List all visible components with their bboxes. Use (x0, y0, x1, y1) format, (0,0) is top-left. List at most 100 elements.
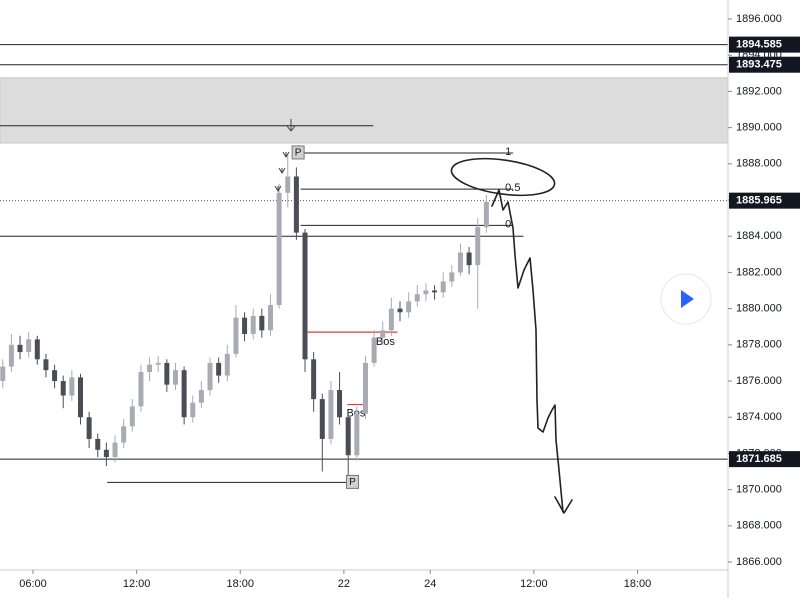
markers (274, 119, 296, 192)
candle-body (311, 359, 317, 400)
y-tick-label: 1896.000 (736, 13, 782, 25)
candle-body (86, 417, 92, 439)
fib-label: 0.5 (505, 182, 520, 194)
plot-area: 1 0.5 0 Bos Bos P P (0, 44, 729, 489)
candle-body (103, 449, 109, 458)
bos-label: Bos (346, 407, 365, 419)
price-badge (729, 451, 800, 468)
candle-body (414, 294, 420, 302)
candle-body (207, 362, 213, 391)
circle-annotation (450, 157, 556, 197)
supply-zone (0, 77, 729, 144)
price-badge-label: 1893.475 (736, 59, 782, 71)
x-tick-label: 24 (424, 578, 436, 590)
bos-label: Bos (376, 336, 395, 348)
candle-body (155, 362, 161, 365)
candle-body (337, 390, 343, 418)
candle-body (397, 308, 403, 313)
down-arrow (282, 151, 290, 158)
candle-body (69, 377, 75, 396)
candle-body (224, 353, 230, 376)
x-tick-label: 12:00 (520, 578, 548, 590)
candle-body (138, 371, 144, 407)
time-axis-bg (0, 570, 728, 598)
down-arrow (286, 119, 296, 132)
candle-body (8, 344, 14, 367)
candle-body (276, 192, 282, 306)
candle-body (250, 315, 256, 334)
down-arrow (278, 167, 286, 174)
price-badge (729, 36, 800, 53)
candle-body (147, 364, 153, 372)
play-icon[interactable] (681, 290, 694, 308)
candle-body (242, 317, 248, 334)
candle-body (216, 362, 222, 376)
x-tick-label: 22 (338, 578, 350, 590)
play-button[interactable] (660, 273, 712, 325)
price-axis-bg (728, 0, 800, 598)
price-badge (729, 192, 800, 209)
candle-body (371, 337, 377, 363)
candle-body (354, 413, 360, 456)
candle-body (0, 366, 6, 382)
y-tick-label: 1874.000 (736, 411, 782, 423)
candle-body (172, 370, 178, 385)
candle-body (233, 317, 239, 354)
x-tick-label: 06:00 (19, 578, 47, 590)
candle-body (60, 381, 66, 396)
candle-body (43, 359, 49, 371)
fib-label: 1 (505, 146, 511, 158)
candle-body (129, 406, 135, 427)
candle-body (190, 402, 196, 418)
candle-body (319, 399, 325, 439)
fib-label: 0 (505, 218, 511, 230)
price-badge-label: 1894.585 (736, 39, 782, 51)
price-badge-label: 1885.965 (736, 195, 782, 207)
candle-body (406, 301, 412, 313)
x-tick-label: 12:00 (123, 578, 151, 590)
y-tick-label: 1876.000 (736, 375, 782, 387)
price-badge-label: 1871.685 (736, 453, 782, 465)
candle-body (293, 176, 299, 233)
candle-body (198, 390, 204, 403)
candle-body (112, 442, 118, 458)
candle-body (267, 305, 273, 331)
candle-body (121, 426, 127, 443)
candle-body (328, 390, 334, 439)
candle-body (423, 290, 429, 295)
candle-body (259, 315, 265, 331)
candle-body (285, 176, 291, 193)
projection-path (491, 189, 564, 513)
y-tick-label: 1880.000 (736, 303, 782, 315)
candle-body (432, 290, 438, 293)
y-tick-label: 1866.000 (736, 556, 782, 568)
candle-body (17, 344, 23, 353)
candle-body (95, 438, 101, 450)
pivot-label: P (295, 148, 302, 159)
candle-body (164, 362, 170, 385)
x-tick-label: 18:00 (226, 578, 254, 590)
candle-body (52, 370, 58, 382)
candle-body (483, 201, 489, 228)
candle-body (466, 252, 472, 266)
candle-body (302, 232, 308, 360)
y-tick-label: 1892.000 (736, 85, 782, 97)
candle-body (77, 377, 83, 418)
candle-body (34, 339, 40, 360)
candle-body (345, 417, 351, 456)
candle-body (181, 370, 187, 418)
y-tick-label: 1882.000 (736, 266, 782, 278)
y-tick-label: 1888.000 (736, 158, 782, 170)
pivot-label: P (349, 477, 356, 488)
y-tick-label: 1890.000 (736, 122, 782, 134)
y-tick-label: 1884.000 (736, 230, 782, 242)
price-badge (729, 56, 800, 73)
y-tick-label: 1878.000 (736, 339, 782, 351)
y-tick-label: 1870.000 (736, 484, 782, 496)
arrow-head (554, 496, 573, 514)
candle-body (475, 227, 481, 266)
candle-body (362, 362, 368, 414)
